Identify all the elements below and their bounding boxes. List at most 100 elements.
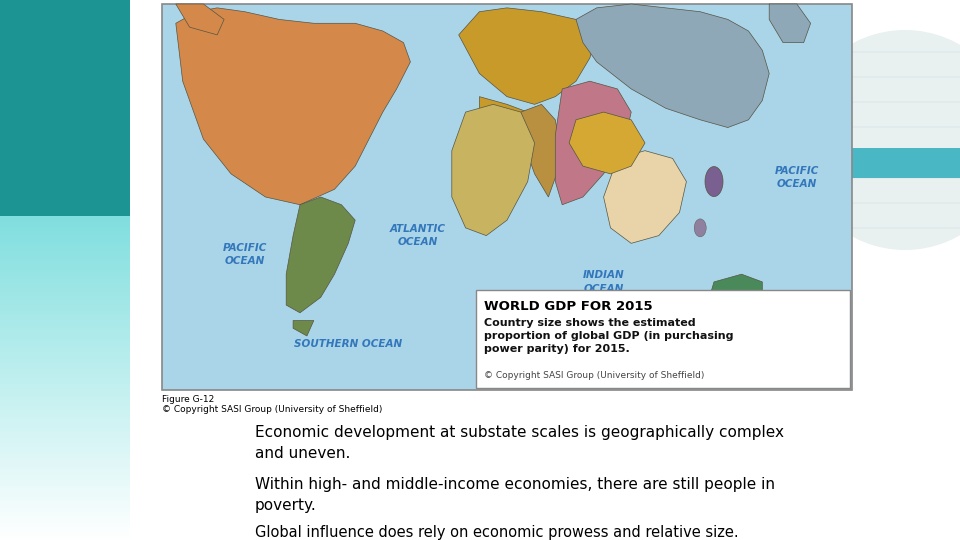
Bar <box>0 410 130 413</box>
Bar <box>0 441 130 443</box>
Bar <box>0 462 130 464</box>
Bar <box>0 408 130 410</box>
Bar <box>0 536 130 538</box>
Bar <box>0 231 130 233</box>
Bar <box>0 397 130 400</box>
Bar <box>0 417 130 419</box>
Text: Within high- and middle-income economies, there are still people in
poverty.: Within high- and middle-income economies… <box>255 477 775 513</box>
Bar <box>0 432 130 434</box>
Bar <box>0 356 130 359</box>
Bar <box>0 538 130 540</box>
Bar <box>0 436 130 438</box>
Bar <box>0 451 130 454</box>
Bar <box>0 255 130 257</box>
Bar <box>0 287 130 289</box>
Text: Global influence does rely on economic prowess and relative size.: Global influence does rely on economic p… <box>255 525 738 540</box>
Bar <box>0 464 130 467</box>
Bar <box>0 387 130 389</box>
Bar <box>0 309 130 311</box>
Bar <box>0 376 130 378</box>
Bar <box>0 423 130 426</box>
Bar <box>0 339 130 341</box>
Bar <box>0 218 130 220</box>
Bar <box>0 497 130 499</box>
Bar <box>0 527 130 529</box>
Bar <box>0 534 130 536</box>
Bar <box>0 235 130 238</box>
Text: PACIFIC
OCEAN: PACIFIC OCEAN <box>223 244 267 267</box>
Bar <box>0 365 130 367</box>
Bar <box>0 449 130 451</box>
Bar <box>0 393 130 395</box>
Bar <box>0 337 130 339</box>
Bar <box>0 261 130 264</box>
Bar <box>0 300 130 302</box>
Bar <box>0 510 130 512</box>
Bar <box>0 246 130 248</box>
Bar <box>0 227 130 229</box>
Polygon shape <box>708 274 762 343</box>
Bar <box>0 251 130 253</box>
Bar <box>0 283 130 285</box>
Polygon shape <box>459 8 597 104</box>
Bar <box>0 279 130 281</box>
Bar <box>0 514 130 516</box>
Polygon shape <box>176 4 224 35</box>
Text: PACIFIC
OCEAN: PACIFIC OCEAN <box>775 166 819 190</box>
Bar <box>0 421 130 423</box>
Bar <box>0 531 130 534</box>
Text: SOUTHERN OCEAN: SOUTHERN OCEAN <box>294 339 402 349</box>
Bar <box>0 307 130 309</box>
Bar <box>0 495 130 497</box>
Bar <box>0 503 130 505</box>
Bar <box>0 354 130 356</box>
Bar <box>0 305 130 307</box>
Bar <box>0 395 130 397</box>
Bar <box>0 480 130 482</box>
Bar <box>0 253 130 255</box>
Polygon shape <box>569 112 645 174</box>
Text: Economic development at substate scales is geographically complex
and uneven.: Economic development at substate scales … <box>255 425 784 461</box>
Bar <box>0 458 130 460</box>
Bar <box>0 320 130 322</box>
Bar <box>0 460 130 462</box>
Bar <box>0 0 130 216</box>
Polygon shape <box>576 4 769 127</box>
Bar <box>0 292 130 294</box>
Text: INDIAN
OCEAN: INDIAN OCEAN <box>583 271 624 294</box>
Bar <box>0 240 130 242</box>
Bar <box>0 443 130 445</box>
Bar <box>0 352 130 354</box>
Bar <box>0 285 130 287</box>
Bar <box>0 324 130 326</box>
Bar <box>0 384 130 387</box>
Bar <box>0 475 130 477</box>
Bar <box>0 477 130 480</box>
Bar <box>0 341 130 343</box>
Bar <box>0 268 130 270</box>
Bar <box>0 415 130 417</box>
Bar <box>0 266 130 268</box>
Bar <box>0 363 130 365</box>
Bar <box>0 276 130 279</box>
Bar <box>0 328 130 330</box>
Polygon shape <box>555 81 632 205</box>
Bar <box>0 400 130 402</box>
Bar <box>0 313 130 315</box>
Polygon shape <box>452 104 535 235</box>
Polygon shape <box>286 197 355 313</box>
Bar <box>0 259 130 261</box>
Bar <box>0 369 130 372</box>
Bar <box>0 315 130 318</box>
Bar <box>0 402 130 404</box>
Bar <box>0 274 130 276</box>
Bar <box>0 508 130 510</box>
Bar <box>0 430 130 432</box>
Bar <box>0 523 130 525</box>
Bar <box>0 264 130 266</box>
Bar <box>0 348 130 350</box>
Bar <box>0 419 130 421</box>
Bar <box>0 244 130 246</box>
Bar <box>0 289 130 292</box>
Bar <box>0 361 130 363</box>
